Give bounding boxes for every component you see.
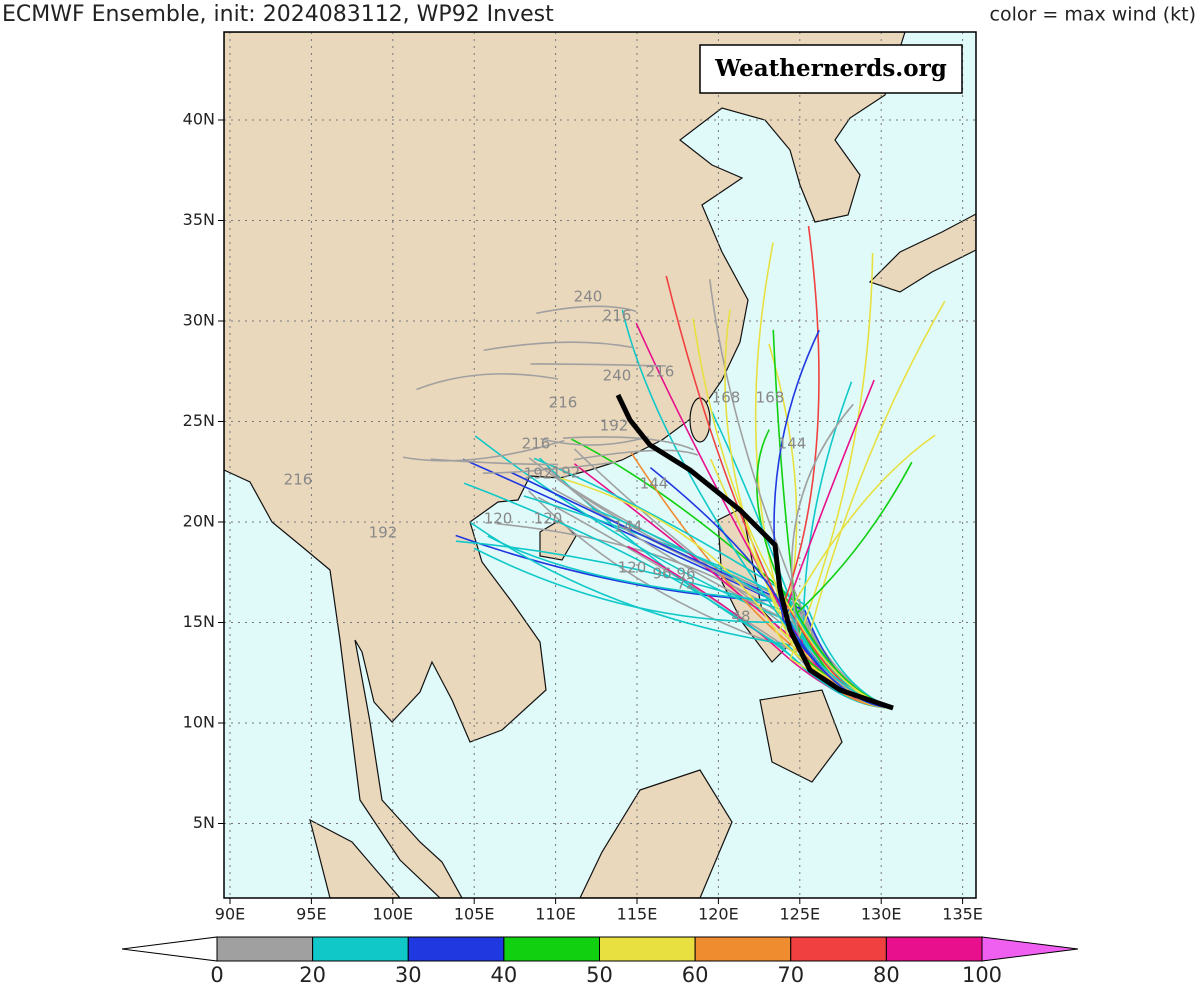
graticule: [224, 32, 976, 898]
lat-label: 25N: [183, 411, 215, 430]
colorbar-segment: [407, 936, 505, 962]
lon-label: 95E: [296, 905, 326, 924]
hour-label: 96: [676, 565, 695, 583]
hour-label: 240: [574, 288, 603, 306]
colorbar-high: [981, 936, 1079, 962]
hour-label: 96: [652, 565, 671, 583]
hour-label: 216: [646, 363, 675, 381]
colorbar-label: 50: [586, 963, 613, 987]
watermark-box: [699, 44, 963, 94]
hour-label: 216: [522, 435, 551, 453]
ensemble-track: [482, 461, 617, 474]
ensemble-track: [416, 373, 559, 391]
colorbar-segment: [599, 936, 696, 962]
title: ECMWF Ensemble, init: 2024083112, WP92 I…: [2, 2, 554, 27]
ensemble-track: [530, 363, 666, 367]
lat-label: 5N: [193, 813, 215, 832]
ensemble-track: [533, 457, 894, 709]
map: 2402162402162161922161921922161681921441…: [224, 32, 976, 898]
colorbar: 0 20 30 40 50 60 70 80 100: [121, 936, 1079, 987]
hour-label: 48: [731, 608, 750, 626]
lat-label: 30N: [183, 311, 215, 330]
colorbar-label: 30: [395, 963, 422, 987]
colorbar-label: 40: [491, 963, 518, 987]
lon-label: 115E: [617, 905, 658, 924]
map-frame: [223, 31, 977, 899]
lon-label: 100E: [372, 905, 413, 924]
lon-label: 130E: [861, 905, 902, 924]
hour-label: 216: [284, 471, 313, 489]
hour-label: 192: [524, 465, 553, 483]
colorbar-label: 70: [777, 963, 804, 987]
hour-label: 168: [712, 389, 741, 407]
lat-label: 35N: [183, 210, 215, 229]
colorbar-label: 0: [210, 963, 223, 987]
colorbar-segment: [216, 936, 314, 962]
colorbar-low: [121, 936, 218, 962]
colorbar-segment: [312, 936, 409, 962]
lon-label: 90E: [215, 905, 245, 924]
hour-label: 144: [614, 518, 643, 536]
watermark: Weathernerds.org: [714, 55, 947, 82]
hour-label: 144: [640, 475, 669, 493]
lat-label: 15N: [183, 612, 215, 631]
lat-label: 20N: [183, 512, 215, 531]
lon-label: 110E: [535, 905, 576, 924]
ensemble-track: [621, 309, 894, 709]
hour-label: 192: [600, 417, 629, 435]
colorbar-label: 60: [682, 963, 709, 987]
hour-label: 168: [756, 389, 785, 407]
ensemble-track: [402, 439, 565, 462]
colorbar-label: 100: [962, 963, 1002, 987]
hour-label: 240: [603, 367, 632, 385]
colorbar-segment: [694, 936, 792, 962]
lat-label: 40N: [183, 110, 215, 129]
hour-label: 192: [369, 524, 398, 542]
ensemble-track: [483, 341, 634, 352]
hour-label: 120: [618, 559, 647, 577]
ensemble-track: [630, 452, 894, 709]
lon-label: 135E: [942, 905, 983, 924]
ensemble-track: [430, 458, 559, 466]
lon-label: 125E: [779, 905, 820, 924]
colorbar-segment: [503, 936, 600, 962]
hour-labels: 2402162402162161922161921922161681921441…: [284, 288, 807, 626]
colorbar-label: 20: [299, 963, 326, 987]
colorbar-segment: [885, 936, 983, 962]
hour-label: 120: [484, 510, 513, 528]
axis-labels: 40N 35N 30N 25N 20N 15N 10N 5N 90E 95E 100E 105E 110…: [183, 110, 983, 924]
colorbar-label: 80: [873, 963, 900, 987]
mean-track: [615, 393, 894, 711]
colorbar-segment: [790, 936, 887, 962]
hour-label: 120: [534, 510, 563, 528]
lon-label: 105E: [454, 905, 495, 924]
ensemble-track: [540, 435, 649, 446]
legend-title: color = max wind (kt): [990, 4, 1196, 26]
ensemble-track: [536, 305, 637, 315]
hour-label: 72: [676, 575, 695, 593]
ensemble-track: [573, 449, 699, 461]
hour-label: 216: [603, 307, 632, 325]
lon-label: 120E: [698, 905, 739, 924]
hour-label: 192: [552, 464, 581, 482]
ensemble-track: [796, 461, 913, 709]
hour-label: 144: [778, 435, 807, 453]
hour-label: 216: [549, 394, 578, 412]
lat-label: 10N: [183, 713, 215, 732]
